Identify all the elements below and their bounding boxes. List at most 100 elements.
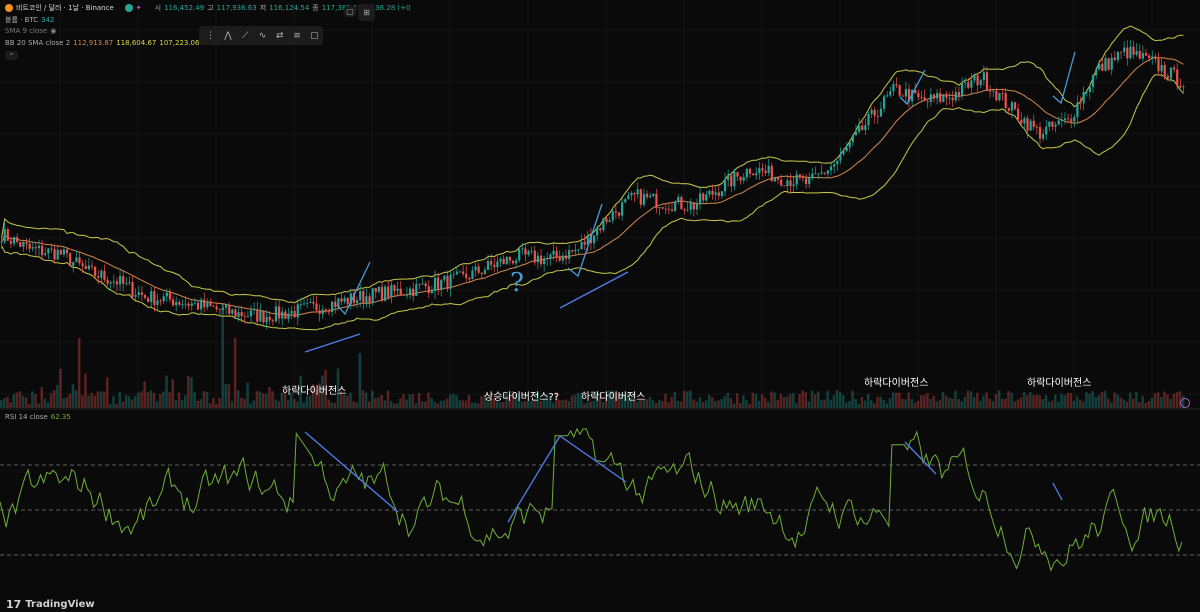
- volume-bar: [617, 394, 620, 408]
- collapse-icon[interactable]: ⌃: [5, 51, 18, 60]
- candle-body: [418, 284, 421, 285]
- volume-bar: [692, 399, 695, 408]
- volume-bar: [623, 395, 627, 408]
- rect-tool-icon[interactable]: ▢: [310, 30, 319, 41]
- volume-bar: [882, 399, 886, 408]
- volume-legend[interactable]: 볼륨 · BTC 342: [5, 15, 55, 25]
- candle-body: [218, 309, 221, 310]
- volume-bar: [1141, 395, 1144, 408]
- candle-body: [914, 89, 917, 94]
- candle-body: [829, 166, 833, 171]
- volume-bar: [502, 401, 505, 408]
- question-mark-drawing[interactable]: ?: [510, 268, 524, 298]
- expand-button[interactable]: ▢: [344, 6, 356, 17]
- candle-body: [324, 309, 327, 312]
- candle-body: [109, 282, 112, 284]
- volume-bar: [907, 392, 910, 408]
- tradingview-logo[interactable]: 17 TradingView: [6, 598, 95, 611]
- volume-bar: [1019, 397, 1023, 408]
- candle-body: [645, 193, 649, 198]
- volume-bar: [804, 392, 808, 408]
- candle-body: [973, 75, 976, 81]
- rsi-legend[interactable]: RSI 14 close 62.35: [5, 413, 71, 421]
- volume-bar: [327, 399, 330, 408]
- candle-body: [90, 265, 94, 267]
- candle-body: [1182, 86, 1185, 88]
- volume-bar: [985, 392, 988, 408]
- volume-bar: [923, 395, 926, 408]
- candle-body: [1123, 47, 1126, 52]
- candle-body: [1017, 108, 1020, 120]
- settings-icon[interactable]: [1180, 398, 1190, 408]
- volume-label: 볼륨 · BTC: [5, 16, 39, 24]
- candle-body: [552, 250, 555, 255]
- path-tool-icon[interactable]: ⟋: [242, 30, 249, 41]
- volume-bar: [838, 392, 842, 408]
- volume-bar: [879, 396, 882, 408]
- sma-legend[interactable]: SMA 9 close ◉: [5, 27, 56, 35]
- candle-body: [998, 92, 1001, 101]
- candle-body: [611, 211, 614, 221]
- candle-body: [1079, 102, 1082, 104]
- candle-body: [69, 253, 72, 267]
- volume-bar: [848, 400, 851, 408]
- candle-body: [171, 299, 175, 306]
- volume-bar: [130, 399, 134, 408]
- layout-icon[interactable]: ⊞: [358, 4, 375, 21]
- volume-bar: [894, 392, 898, 408]
- annotation-bearish-divergence-1[interactable]: 하락다이버전스: [282, 386, 347, 397]
- volume-bar: [823, 399, 826, 408]
- candle-body: [209, 301, 212, 306]
- candle-body: [84, 265, 87, 270]
- compare-icon[interactable]: [124, 4, 133, 12]
- bb-lower-value: 107,223.06: [159, 39, 200, 47]
- volume-bar: [49, 393, 53, 408]
- candle-body: [820, 172, 823, 174]
- annotation-bearish-divergence-2[interactable]: 하락다이버전스: [581, 392, 646, 403]
- candle-body: [876, 115, 879, 117]
- volume-bar: [604, 391, 608, 408]
- annotation-bullish-divergence[interactable]: 상승다이버전스??: [484, 392, 560, 403]
- ray-tool-icon[interactable]: ⇄: [275, 30, 284, 41]
- candle-body: [203, 299, 206, 308]
- candle-body: [1060, 120, 1063, 121]
- symbol-legend[interactable]: 비트코인 / 달러 · 1날 · Binance ✦ 시 116,452.49 …: [5, 3, 410, 13]
- candle-body: [16, 237, 19, 243]
- bb-legend[interactable]: BB 20 SMA close 2 112,913.87 118,604.67 …: [5, 39, 199, 47]
- volume-bar: [845, 402, 848, 408]
- candle-body: [6, 229, 9, 241]
- candle-body: [633, 193, 636, 195]
- volume-bar: [670, 397, 673, 408]
- candle-body: [1107, 58, 1110, 70]
- volume-bar: [230, 401, 234, 408]
- indicator-icon[interactable]: ✦: [135, 4, 142, 12]
- candle-body: [649, 195, 652, 198]
- high-label: 고: [207, 4, 214, 12]
- volume-bar: [31, 391, 34, 408]
- candle-body: [845, 147, 848, 152]
- annotation-bearish-divergence-3[interactable]: 하락다이버전스: [864, 378, 929, 389]
- volume-bar: [1072, 400, 1076, 408]
- candle-body: [854, 131, 858, 136]
- candle-body: [337, 298, 340, 308]
- candle-body: [455, 271, 458, 275]
- candle-body: [284, 311, 287, 319]
- candle-body: [50, 248, 53, 250]
- wave-tool-icon[interactable]: ∿: [258, 30, 267, 41]
- volume-bar: [302, 402, 305, 408]
- volume-bar: [233, 338, 237, 408]
- candle-body: [664, 208, 667, 210]
- range-tool-icon[interactable]: ≡: [293, 30, 301, 41]
- drag-handle-icon[interactable]: ⋮: [206, 30, 216, 41]
- pattern-tool-icon[interactable]: ⋀: [224, 30, 232, 41]
- eye-icon[interactable]: ◉: [50, 27, 57, 35]
- annotation-bearish-divergence-4[interactable]: 하락다이버전스: [1027, 378, 1092, 389]
- volume-bar: [1116, 394, 1119, 408]
- volume-bar: [873, 403, 876, 408]
- candle-body: [1135, 50, 1138, 55]
- candle-body: [150, 291, 153, 303]
- volume-bar: [299, 375, 302, 408]
- candle-body: [549, 254, 552, 259]
- volume-bar: [682, 390, 686, 408]
